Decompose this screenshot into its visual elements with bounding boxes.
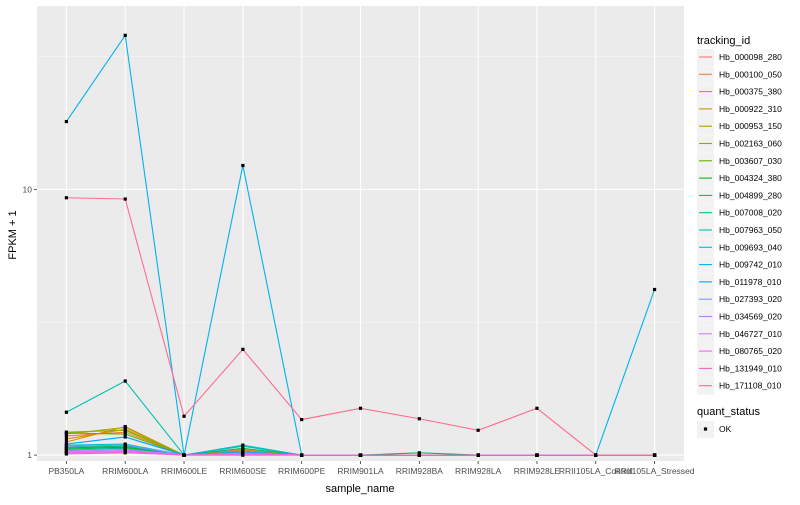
data-point — [241, 443, 245, 447]
data-point — [417, 451, 421, 455]
x-tick-label: RRIM600LA — [102, 466, 149, 476]
data-point — [652, 287, 657, 292]
y-tick-label: 1 — [27, 450, 32, 460]
x-tick-label: RRIM928BA — [396, 466, 444, 476]
legend-label: Hb_171108_010 — [719, 381, 782, 391]
x-tick-label: RRIM600SE — [219, 466, 267, 476]
legend-label: Hb_080765_020 — [719, 346, 782, 356]
legend-label: Hb_000100_050 — [719, 69, 782, 79]
legend-label: Hb_000953_150 — [719, 121, 782, 131]
data-point — [64, 196, 69, 200]
data-point — [241, 163, 245, 168]
data-point — [300, 418, 304, 422]
data-point — [123, 451, 127, 455]
legend-label: Hb_002163_060 — [719, 139, 782, 149]
data-point — [64, 434, 69, 438]
legend-label: Hb_011978_010 — [719, 277, 782, 287]
x-tick-label: RRIM600LE — [161, 466, 208, 476]
data-point — [123, 379, 127, 383]
shape-legend-title: quant_status — [697, 406, 760, 418]
legend-label: Hb_004324_380 — [719, 173, 782, 183]
x-tick-label: RRII105LA_Control — [559, 466, 633, 476]
legend-label: Hb_034569_020 — [719, 312, 782, 322]
shape-legend: quant_status OK — [697, 406, 760, 438]
y-axis-title: FPKM + 1 — [7, 210, 19, 259]
data-point — [64, 119, 69, 124]
data-point — [123, 430, 127, 434]
data-point — [123, 33, 127, 37]
legend-label: Hb_009693_040 — [719, 242, 782, 252]
data-point — [64, 444, 69, 448]
square-point-icon — [703, 427, 708, 431]
data-point — [64, 410, 69, 414]
data-point — [535, 406, 539, 410]
x-tick-label: RRIM901LA — [337, 466, 384, 476]
y-tick-label: 10 — [23, 184, 33, 194]
color-legend: tracking_id Hb_000098_280 Hb_000100_050 Hb… — [697, 35, 782, 395]
x-tick-label: RRIM600PE — [278, 466, 326, 476]
data-point — [64, 431, 69, 435]
data-point — [417, 453, 421, 457]
shape-legend-label: OK — [719, 424, 732, 434]
legend-label: Hb_003607_030 — [719, 156, 782, 166]
data-point — [64, 442, 69, 446]
data-point — [182, 453, 186, 457]
y-axis: 1 10 — [23, 184, 37, 460]
data-point — [123, 197, 127, 201]
legend-label: Hb_007963_050 — [719, 225, 782, 235]
data-point — [123, 428, 127, 432]
legend-label: Hb_131949_010 — [719, 363, 782, 373]
legend-label: Hb_004899_280 — [719, 190, 782, 200]
data-point — [64, 452, 69, 456]
data-point — [300, 453, 304, 457]
data-point — [123, 443, 127, 447]
data-point — [652, 453, 657, 457]
data-point — [123, 432, 127, 436]
data-point — [358, 453, 363, 457]
data-point — [535, 453, 539, 457]
legend-label: Hb_009742_010 — [719, 260, 782, 270]
legend-title: tracking_id — [697, 35, 750, 47]
x-axis: PB350LA RRIM600LA RRIM600LE RRIM600SE RRIM60… — [48, 461, 695, 476]
data-point — [123, 435, 127, 439]
data-point — [64, 440, 69, 444]
data-point — [358, 406, 363, 410]
x-axis-title: sample_name — [325, 483, 394, 495]
data-point — [476, 428, 480, 432]
legend-label: Hb_007008_020 — [719, 208, 782, 218]
data-point — [64, 437, 69, 441]
data-point — [241, 453, 245, 457]
point-layer — [64, 33, 657, 457]
x-tick-label: RRIM928LE — [514, 466, 561, 476]
data-point — [123, 425, 127, 430]
legend-label: Hb_046727_010 — [719, 329, 782, 339]
data-point — [476, 453, 480, 457]
data-point — [241, 446, 245, 450]
x-tick-label: PB350LA — [48, 466, 84, 476]
legend-label: Hb_000922_310 — [719, 104, 782, 114]
data-point — [594, 453, 598, 457]
data-point — [182, 414, 186, 418]
x-tick-label: RRIM928LA — [455, 466, 502, 476]
legend-label: Hb_000375_380 — [719, 87, 782, 97]
legend-label: Hb_027393_020 — [719, 294, 782, 304]
data-point — [417, 417, 421, 421]
legend-label: Hb_000098_280 — [719, 52, 782, 62]
data-point — [241, 347, 245, 351]
x-tick-label: RRII105LA_Stressed — [615, 466, 695, 476]
